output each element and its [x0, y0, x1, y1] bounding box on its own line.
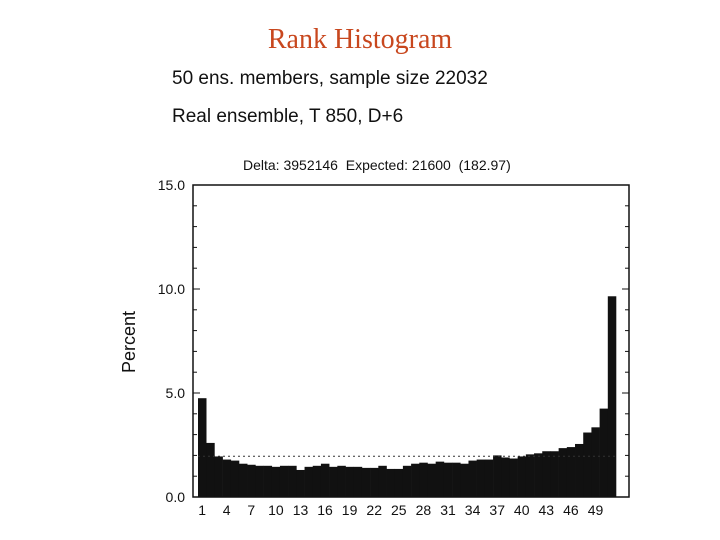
bar: [296, 469, 305, 497]
x-tick-label: 1: [198, 502, 206, 518]
bar: [501, 457, 510, 497]
bar: [337, 465, 346, 497]
bar: [288, 465, 297, 497]
bar: [378, 465, 387, 497]
bar: [476, 459, 486, 497]
bar: [599, 408, 609, 497]
x-tick-label: 4: [223, 502, 231, 518]
y-axis-label: Percent: [119, 311, 139, 373]
bar: [534, 453, 543, 497]
x-tick-label: 43: [539, 502, 555, 518]
y-tick-label: 0.0: [166, 489, 186, 505]
chart-stats-line: Delta: 3952146 Expected: 21600 (182.97): [243, 157, 511, 173]
bar: [271, 466, 281, 497]
x-tick-label: 22: [366, 502, 382, 518]
bar: [607, 296, 617, 497]
bar: [263, 465, 273, 497]
x-tick-label: 49: [588, 502, 604, 518]
page-title: Rank Histogram: [267, 24, 453, 55]
x-tick-label: 31: [440, 502, 456, 518]
x-tick-label: 10: [268, 502, 284, 518]
y-ticks-group: 0.0 5.0 10.0 15.0: [158, 177, 629, 505]
bar: [214, 456, 223, 497]
x-tick-label: 37: [489, 502, 505, 518]
x-tick-label: 34: [465, 502, 481, 518]
bar: [525, 454, 535, 497]
bar: [255, 465, 264, 497]
bar: [222, 459, 232, 497]
x-tick-label: 19: [342, 502, 358, 518]
chart-subtitle-ensemble: Real ensemble, T 850, D+6: [172, 106, 404, 127]
y-tick-label: 15.0: [158, 177, 185, 193]
bar: [361, 467, 371, 497]
bar: [517, 456, 527, 497]
bar: [312, 465, 322, 497]
bars-group: [198, 296, 617, 497]
bar: [542, 451, 551, 497]
bar: [435, 461, 445, 497]
x-tick-label: 46: [563, 502, 579, 518]
bar: [460, 463, 469, 497]
chart-subtitle-members: 50 ens. members, sample size 22032: [172, 68, 488, 89]
x-tick-label: 28: [416, 502, 432, 518]
x-tick-label: 16: [317, 502, 333, 518]
bar: [419, 462, 428, 497]
bar: [583, 432, 592, 497]
bar: [386, 468, 396, 497]
bar: [304, 466, 314, 497]
bar: [484, 459, 494, 497]
bar: [468, 460, 477, 497]
x-tick-label: 13: [293, 502, 309, 518]
bar: [558, 448, 568, 497]
bar: [509, 458, 518, 497]
y-tick-label: 5.0: [166, 385, 186, 401]
bar: [566, 447, 576, 497]
x-tick-label: 7: [247, 502, 255, 518]
x-tick-label: 40: [514, 502, 530, 518]
bar: [345, 466, 355, 497]
bar: [550, 451, 559, 497]
bar: [411, 463, 420, 497]
bar: [198, 398, 207, 497]
bar: [575, 443, 584, 497]
bar: [591, 427, 600, 497]
bar: [230, 460, 240, 497]
bar: [493, 455, 502, 497]
bar: [427, 463, 436, 497]
bar: [329, 466, 338, 497]
bar: [238, 463, 248, 497]
x-ticks-group: 1 4 7 10 13 16 19 22 25 28 31 34 37 40 43 46 49: [198, 502, 603, 518]
bar: [320, 463, 330, 497]
y-tick-label: 10.0: [158, 281, 185, 297]
bar: [247, 464, 256, 497]
bar: [452, 462, 461, 497]
bar: [402, 465, 412, 497]
bar: [370, 467, 379, 497]
x-tick-label: 25: [391, 502, 407, 518]
bar: [353, 466, 363, 497]
bar: [279, 465, 289, 497]
bar: [206, 442, 215, 497]
bar: [394, 468, 404, 497]
bar: [443, 462, 453, 497]
